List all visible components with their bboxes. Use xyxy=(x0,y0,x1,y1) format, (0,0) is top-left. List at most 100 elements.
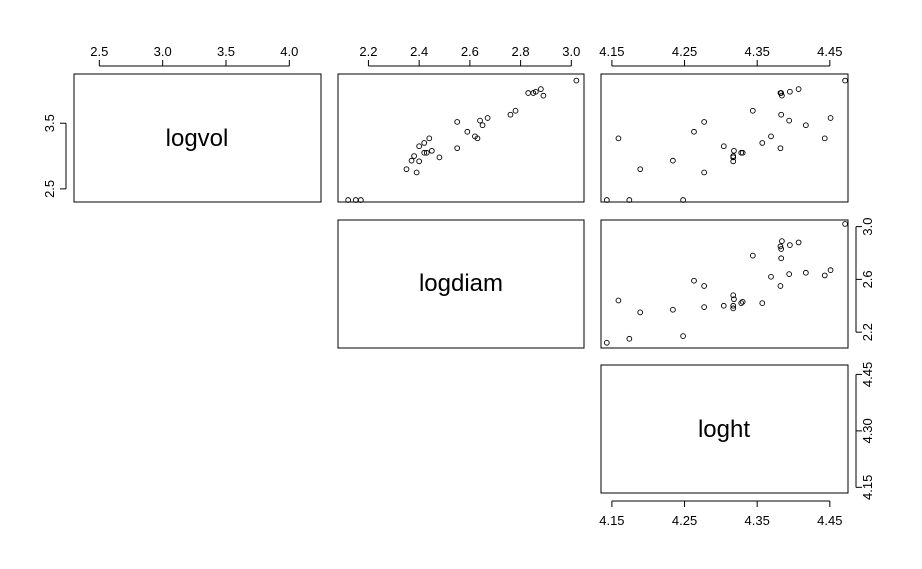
data-point xyxy=(749,252,756,259)
data-point xyxy=(731,296,737,303)
data-point xyxy=(842,77,848,84)
data-point xyxy=(507,111,514,118)
data-point xyxy=(603,339,610,346)
data-point xyxy=(680,333,686,339)
data-point xyxy=(739,298,746,305)
data-point xyxy=(821,135,828,142)
data-point xyxy=(779,92,785,99)
right-axis-logdiam: 2.2 2.6 3.0 xyxy=(855,218,875,341)
data-point xyxy=(777,145,784,152)
data-point xyxy=(615,135,622,142)
data-point xyxy=(787,242,793,248)
panel-logvol-vs-logdiam xyxy=(337,73,585,203)
tick-label: 3.5 xyxy=(217,44,235,59)
data-point xyxy=(413,169,420,176)
data-point xyxy=(454,119,461,125)
data-point xyxy=(730,302,737,309)
data-point xyxy=(670,306,676,313)
diagonal-label-logdiam: logdiam xyxy=(419,270,503,297)
data-point xyxy=(423,149,430,156)
tick-label: 2.5 xyxy=(42,180,57,198)
data-point xyxy=(730,154,737,161)
diagonal-label-logvol: logvol xyxy=(166,125,229,152)
tick-label: 2.2 xyxy=(860,323,875,341)
data-point xyxy=(821,272,828,279)
data-point xyxy=(730,292,737,299)
data-point xyxy=(416,143,423,150)
top-axis-logdiam: 2.2 2.4 2.6 2.8 3.0 xyxy=(359,44,580,67)
data-point xyxy=(777,283,784,289)
data-point xyxy=(345,197,351,203)
tick-label: 2.5 xyxy=(90,44,108,59)
top-axis-logvol: 2.5 3.0 3.5 4.0 xyxy=(90,44,298,67)
data-point xyxy=(778,111,785,118)
bottom-axis-loght: 4.15 4.25 4.35 4.45 xyxy=(599,500,842,528)
data-point xyxy=(421,140,428,146)
tick-label: 4.45 xyxy=(817,44,842,59)
tick-label: 4.25 xyxy=(672,513,697,528)
data-point xyxy=(408,157,415,164)
data-point xyxy=(701,119,708,125)
panel-frame xyxy=(600,73,849,203)
data-point xyxy=(637,166,644,173)
top-axis-loght: 4.15 4.25 4.35 4.45 xyxy=(599,44,842,67)
data-point xyxy=(603,197,610,203)
tick-label: 4.35 xyxy=(745,44,770,59)
tick-label: 3.0 xyxy=(562,44,580,59)
panel-logvol-label: logvol xyxy=(73,73,322,203)
data-point xyxy=(795,86,802,92)
data-point xyxy=(768,273,774,280)
tick-label: 4.35 xyxy=(745,513,770,528)
diagonal-label-loght: loght xyxy=(698,416,750,443)
panel-loght-label: loght xyxy=(600,364,849,494)
data-point xyxy=(357,197,364,203)
tick-label: 4.25 xyxy=(672,44,697,59)
data-point xyxy=(512,107,519,114)
data-point xyxy=(637,309,644,316)
tick-label: 4.15 xyxy=(860,475,875,500)
data-point xyxy=(626,335,633,342)
panel-frame xyxy=(73,73,322,203)
data-point xyxy=(691,277,697,284)
data-point xyxy=(416,158,423,165)
data-point xyxy=(730,158,737,165)
tick-label: 3.0 xyxy=(154,44,172,59)
data-point xyxy=(759,140,766,146)
data-point xyxy=(680,197,686,203)
data-point xyxy=(525,90,532,96)
axes: 2.5 3.0 3.5 4.0 2.2 2.4 2.6 2.8 3.0 4.15 4.25 4.35 4… xyxy=(42,44,875,528)
scatter-panels xyxy=(337,73,849,349)
data-point xyxy=(701,283,708,289)
tick-label: 4.0 xyxy=(280,44,298,59)
tick-label: 4.45 xyxy=(817,513,842,528)
data-point xyxy=(436,154,443,161)
data-point xyxy=(731,147,737,154)
data-point xyxy=(701,304,708,310)
data-point xyxy=(626,197,633,203)
data-point xyxy=(779,238,785,244)
panel-logdiam-vs-loght xyxy=(600,219,849,349)
data-point xyxy=(803,122,809,129)
data-point xyxy=(428,147,435,154)
tick-label: 2.6 xyxy=(461,44,479,59)
data-point xyxy=(786,271,793,277)
data-point xyxy=(803,269,809,276)
data-point xyxy=(573,77,580,84)
data-point xyxy=(759,300,766,306)
tick-label: 3.5 xyxy=(42,114,57,132)
data-point xyxy=(827,267,834,273)
data-point xyxy=(540,92,547,99)
data-point xyxy=(691,128,697,135)
tick-label: 2.4 xyxy=(410,44,428,59)
data-point xyxy=(738,300,745,306)
data-point xyxy=(421,149,428,156)
tick-label: 4.30 xyxy=(860,418,875,443)
left-axis-logvol: 2.5 3.5 xyxy=(42,114,67,198)
data-point xyxy=(403,166,410,173)
data-point xyxy=(426,135,433,142)
data-point xyxy=(479,122,486,129)
data-point xyxy=(778,246,785,252)
data-point xyxy=(777,243,784,250)
data-point xyxy=(464,128,471,135)
data-point xyxy=(411,153,417,159)
